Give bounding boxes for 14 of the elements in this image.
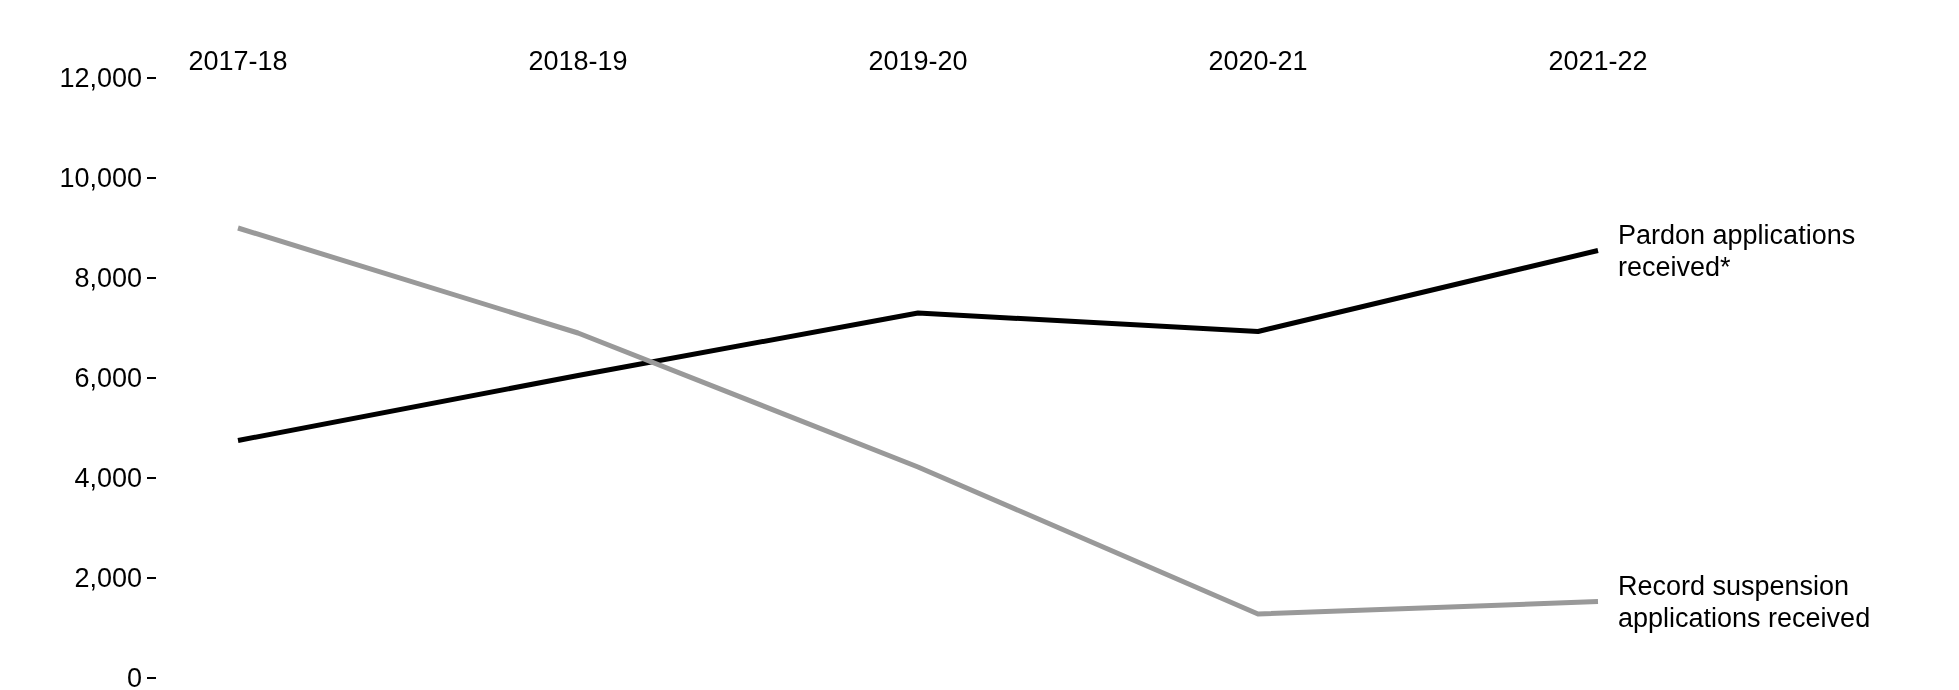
y-tick-label: 4,000 xyxy=(74,463,142,493)
x-tick-label: 2019-20 xyxy=(868,46,968,76)
series-label: Pardon applications received* xyxy=(1618,219,1856,282)
x-tick-label: 2021-22 xyxy=(1548,46,1648,76)
y-tick-label: 6,000 xyxy=(74,363,142,393)
y-tick-label: 12,000 xyxy=(59,63,142,93)
y-tick-label: 10,000 xyxy=(59,163,142,193)
x-tick-label: 2017-18 xyxy=(188,46,288,76)
y-tick-label: 0 xyxy=(126,663,142,690)
x-tick-label: 2018-19 xyxy=(528,46,628,76)
series-label: Record suspension applications received xyxy=(1618,570,1871,633)
y-tick-label: 8,000 xyxy=(74,263,142,293)
x-tick-label: 2020-21 xyxy=(1208,46,1308,76)
y-tick-label: 2,000 xyxy=(74,563,142,593)
